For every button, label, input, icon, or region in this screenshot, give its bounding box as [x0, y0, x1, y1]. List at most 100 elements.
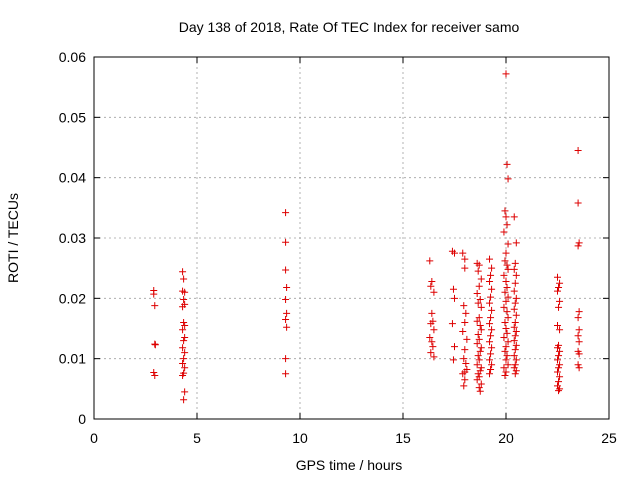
data-point-marker: [487, 350, 495, 358]
data-point-marker: [282, 355, 290, 363]
data-point-marker: [512, 311, 520, 319]
data-point-marker: [510, 323, 518, 331]
data-point-marker: [449, 285, 457, 293]
data-point-marker: [283, 323, 291, 331]
data-point-marker: [473, 340, 481, 348]
data-point-marker: [282, 315, 290, 323]
data-point-marker: [511, 318, 519, 326]
y-tick-label: 0.04: [59, 170, 86, 186]
data-point-marker: [510, 213, 518, 221]
data-point-marker: [473, 376, 481, 384]
data-point-marker: [474, 370, 482, 378]
data-point-marker: [575, 364, 583, 372]
data-point-marker: [575, 239, 583, 247]
data-point-marker: [451, 294, 458, 302]
data-point-marker: [181, 321, 189, 329]
data-point-marker: [180, 318, 188, 326]
data-point-marker: [512, 341, 520, 349]
data-point-marker: [474, 299, 482, 307]
data-point-marker: [477, 303, 485, 311]
data-point-marker: [555, 378, 563, 386]
data-point-marker: [487, 293, 495, 301]
data-point-marker: [510, 265, 518, 273]
data-point-marker: [487, 332, 495, 340]
data-point-marker: [556, 347, 564, 355]
data-point-marker: [512, 239, 520, 247]
data-point-marker: [502, 368, 510, 376]
data-point-marker: [556, 279, 564, 287]
data-point-marker: [475, 314, 483, 322]
data-point-marker: [500, 303, 508, 311]
data-point-marker: [461, 264, 469, 272]
data-point-marker: [502, 213, 510, 221]
data-point-marker: [477, 275, 485, 283]
data-point-marker: [488, 306, 496, 314]
data-point-marker: [502, 277, 510, 285]
data-point-marker: [460, 302, 468, 310]
data-point-marker: [503, 261, 511, 269]
data-point-marker: [428, 309, 436, 317]
data-point-marker: [181, 349, 189, 357]
y-axis-title: ROTI / TECUs: [5, 193, 21, 283]
data-point-marker: [429, 343, 437, 351]
data-point-marker: [575, 326, 583, 334]
data-point-marker: [473, 361, 481, 369]
data-point-marker: [504, 314, 512, 322]
data-point-marker: [555, 283, 563, 291]
y-tick-label: 0.02: [59, 290, 86, 306]
data-point-marker: [473, 317, 481, 325]
data-point-marker: [477, 380, 485, 388]
data-point-marker: [282, 238, 290, 246]
data-point-marker: [556, 297, 564, 305]
y-axis-tick-labels: 0 0.01 0.02 0.03 0.04 0.05 0.06: [59, 49, 86, 427]
data-point-marker: [282, 370, 290, 378]
data-point-marker: [501, 347, 509, 355]
data-point-marker: [501, 372, 509, 380]
data-point-marker: [511, 259, 519, 267]
data-point-marker: [502, 70, 510, 78]
data-point-marker: [555, 352, 563, 360]
data-point-marker: [502, 325, 510, 332]
data-point-marker: [475, 384, 483, 392]
data-point-marker: [488, 326, 496, 334]
data-point-marker: [511, 279, 519, 287]
data-point-marker: [179, 372, 187, 380]
data-point-marker: [476, 347, 484, 355]
data-point-marker: [575, 350, 583, 358]
data-point-marker: [474, 267, 482, 275]
data-point-marker: [430, 326, 438, 334]
data-point-marker: [511, 346, 519, 354]
data-point-marker: [475, 261, 483, 269]
data-point-marker: [150, 290, 158, 298]
y-tick-label: 0.06: [59, 49, 86, 65]
data-point-marker: [556, 373, 564, 381]
data-point-marker: [502, 343, 510, 351]
data-point-marker: [151, 372, 159, 380]
data-point-marker: [151, 340, 159, 348]
data-point-marker: [500, 334, 508, 342]
data-point-marker: [462, 309, 470, 317]
data-point-marker: [554, 344, 561, 352]
data-point-marker: [180, 396, 188, 404]
data-point-marker: [461, 255, 469, 263]
data-point-marker: [503, 352, 511, 360]
data-point-marker: [556, 385, 564, 393]
x-axis-title: GPS time / hours: [296, 457, 403, 473]
x-tick-label: 20: [498, 430, 514, 446]
data-point-marker: [282, 296, 290, 304]
x-tick-label: 5: [193, 430, 201, 446]
data-point-marker: [181, 364, 189, 372]
data-point-marker: [476, 296, 484, 304]
data-point-marker: [462, 359, 470, 367]
data-point-marker: [574, 199, 582, 207]
data-point-marker: [459, 328, 467, 336]
plot-frame: [93, 56, 610, 420]
data-point-marker: [486, 255, 494, 263]
data-point-marker: [504, 293, 512, 301]
data-point-marker: [574, 361, 582, 369]
data-point-marker: [461, 376, 469, 384]
data-point-marker: [554, 273, 561, 281]
data-point-marker: [283, 283, 291, 291]
data-point-marker: [503, 160, 511, 168]
